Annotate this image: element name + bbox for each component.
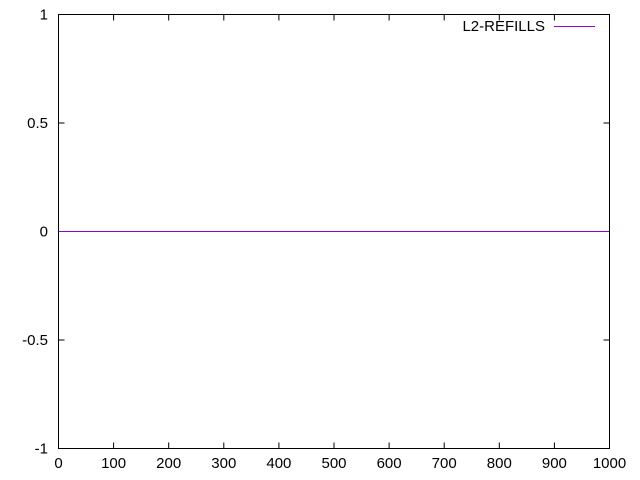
x-tick-label: 0: [54, 455, 62, 472]
x-axis-ticks: 0 100 200 300 400 500 600 700 800 900 1000: [54, 14, 626, 472]
x-tick-label: 100: [101, 455, 126, 472]
y-tick-label: -1: [35, 441, 48, 458]
x-tick-label: 1000: [593, 455, 626, 472]
x-tick-label: 200: [156, 455, 181, 472]
legend: L2-REFILLS: [462, 18, 595, 35]
x-tick-label: 400: [266, 455, 291, 472]
x-tick-label: 900: [542, 455, 567, 472]
plot-frame: [58, 14, 610, 449]
y-tick-label: 0.5: [27, 115, 48, 132]
y-tick-label: -0.5: [22, 332, 48, 349]
x-tick-label: 600: [377, 455, 402, 472]
x-tick-label: 500: [321, 455, 346, 472]
y-tick-label: 1: [40, 7, 48, 24]
y-tick-label: 0: [40, 224, 48, 241]
legend-label: L2-REFILLS: [462, 18, 545, 35]
x-tick-label: 300: [211, 455, 236, 472]
x-tick-label: 800: [487, 455, 512, 472]
x-tick-label: 700: [432, 455, 457, 472]
